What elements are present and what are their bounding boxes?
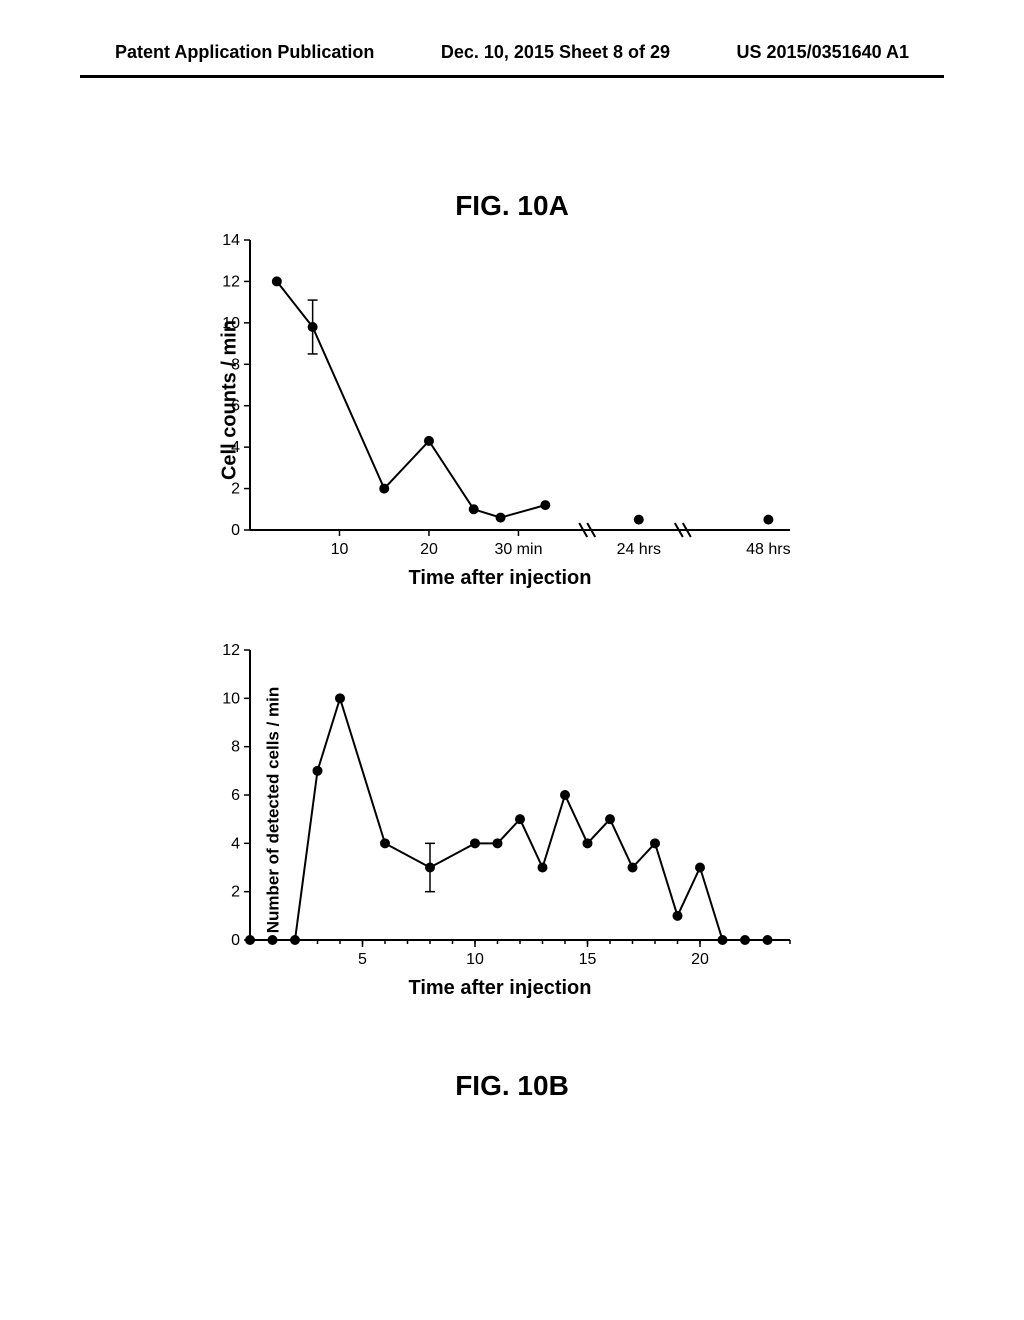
svg-text:10: 10 bbox=[222, 315, 240, 332]
fig-a-title: FIG. 10A bbox=[0, 190, 1024, 222]
chart-a-container: Cell counts / min 02468101214102030 min2… bbox=[200, 230, 800, 570]
svg-text:4: 4 bbox=[231, 439, 240, 456]
header-center: Dec. 10, 2015 Sheet 8 of 29 bbox=[441, 42, 670, 72]
svg-text:24 hrs: 24 hrs bbox=[617, 541, 661, 558]
header-left: Patent Application Publication bbox=[115, 42, 374, 72]
svg-text:6: 6 bbox=[231, 787, 240, 804]
chart-b-container: Number of detected cells / min 024681012… bbox=[200, 640, 800, 980]
svg-text:2: 2 bbox=[231, 884, 240, 901]
svg-text:5: 5 bbox=[358, 951, 367, 968]
svg-text:0: 0 bbox=[231, 932, 240, 949]
svg-text:0: 0 bbox=[231, 522, 240, 539]
svg-text:20: 20 bbox=[691, 951, 709, 968]
svg-text:8: 8 bbox=[231, 739, 240, 756]
svg-text:48 hrs: 48 hrs bbox=[746, 541, 790, 558]
svg-text:10: 10 bbox=[222, 690, 240, 707]
svg-text:8: 8 bbox=[231, 356, 240, 373]
chart-b-xlabel: Time after injection bbox=[200, 977, 800, 1000]
chart-b: 0 2 4 6 8 10 12 5 10 15 20 bbox=[200, 640, 800, 980]
chart-a: 0 2 4 6 8 10 12 14 10 20 30 min 24 hrs 48 hrs bbox=[200, 230, 800, 570]
svg-text:12: 12 bbox=[222, 642, 240, 659]
svg-text:4: 4 bbox=[231, 835, 240, 852]
header-right: US 2015/0351640 A1 bbox=[737, 42, 909, 72]
header-divider bbox=[80, 75, 944, 78]
svg-text:20: 20 bbox=[420, 541, 438, 558]
svg-text:30 min: 30 min bbox=[494, 541, 542, 558]
page-header: Patent Application Publication Dec. 10, … bbox=[0, 42, 1024, 72]
svg-text:14: 14 bbox=[222, 232, 240, 249]
svg-text:10: 10 bbox=[331, 541, 349, 558]
svg-text:6: 6 bbox=[231, 398, 240, 415]
svg-text:10: 10 bbox=[466, 951, 484, 968]
svg-text:2: 2 bbox=[231, 481, 240, 498]
chart-a-xlabel: Time after injection bbox=[200, 567, 800, 590]
fig-b-title: FIG. 10B bbox=[0, 1070, 1024, 1102]
svg-text:15: 15 bbox=[579, 951, 597, 968]
svg-text:12: 12 bbox=[222, 273, 240, 290]
